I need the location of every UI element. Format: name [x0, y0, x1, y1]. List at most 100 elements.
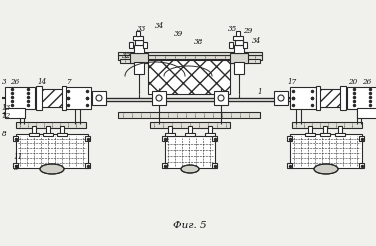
Bar [65, 87, 91, 109]
Bar [129, 42, 133, 48]
Bar [5, 108, 25, 118]
Bar [148, 60, 230, 94]
Bar [118, 112, 260, 118]
Text: 1: 1 [258, 88, 262, 96]
Bar [205, 133, 215, 136]
Bar [135, 40, 143, 45]
Bar [13, 163, 18, 168]
Bar [316, 86, 320, 110]
Bar [118, 55, 262, 60]
Bar [287, 163, 292, 168]
Bar [168, 126, 172, 134]
Text: Фиг. 5: Фиг. 5 [173, 221, 207, 230]
Text: 38: 38 [194, 38, 203, 46]
Bar [162, 163, 167, 168]
Bar [338, 126, 342, 134]
Bar [359, 163, 364, 168]
Bar [359, 136, 364, 141]
Ellipse shape [314, 164, 338, 174]
Bar [305, 133, 315, 136]
Bar [57, 133, 67, 136]
Bar [62, 86, 66, 110]
Bar [92, 91, 106, 105]
Bar [120, 59, 260, 63]
Bar [233, 36, 243, 40]
Bar [234, 45, 244, 53]
Bar [229, 42, 233, 48]
Bar [134, 62, 144, 74]
Bar [5, 87, 35, 109]
Bar [133, 36, 143, 40]
Text: 32: 32 [122, 52, 131, 60]
Bar [274, 91, 288, 105]
Bar [323, 126, 327, 134]
Text: 39: 39 [174, 30, 183, 38]
Text: 12: 12 [1, 112, 10, 120]
Bar [13, 136, 18, 141]
Bar [85, 136, 90, 141]
Ellipse shape [40, 164, 64, 174]
Text: 29: 29 [243, 27, 252, 35]
Bar [287, 136, 292, 141]
Bar [32, 126, 36, 134]
Text: 13: 13 [1, 104, 10, 112]
Ellipse shape [181, 165, 199, 173]
Bar [46, 126, 50, 134]
Bar [188, 126, 192, 134]
Bar [212, 136, 217, 141]
Bar [212, 163, 217, 168]
Bar [230, 53, 248, 63]
Text: 5: 5 [14, 164, 19, 172]
Bar [60, 126, 64, 134]
Bar [290, 87, 316, 109]
Ellipse shape [218, 95, 224, 101]
Bar [29, 133, 39, 136]
Bar [235, 40, 243, 45]
Ellipse shape [96, 95, 102, 101]
Bar [236, 31, 240, 36]
Bar [340, 86, 346, 110]
Bar [36, 86, 42, 110]
Text: 20: 20 [348, 78, 357, 86]
Bar [165, 133, 175, 136]
Bar [150, 122, 230, 128]
Bar [152, 91, 166, 105]
Bar [134, 45, 144, 53]
Bar [143, 42, 147, 48]
Bar [16, 134, 88, 168]
Text: 3: 3 [2, 78, 7, 86]
Bar [292, 122, 362, 128]
Bar [214, 91, 228, 105]
Bar [130, 53, 148, 63]
Bar [85, 163, 90, 168]
Text: 26: 26 [10, 78, 19, 86]
Text: 8: 8 [2, 130, 7, 138]
Text: 34: 34 [252, 37, 261, 45]
Text: 17: 17 [288, 78, 297, 86]
Bar [320, 133, 330, 136]
Bar [43, 133, 53, 136]
Bar [347, 87, 376, 109]
Bar [357, 108, 376, 118]
Bar [308, 126, 312, 134]
Bar [185, 133, 195, 136]
Text: 34: 34 [155, 22, 164, 30]
Bar [136, 31, 140, 36]
Bar [234, 62, 244, 74]
Bar [165, 136, 215, 168]
Ellipse shape [156, 95, 162, 101]
Text: 35: 35 [228, 25, 237, 33]
Text: 33: 33 [137, 25, 146, 33]
Text: 14: 14 [37, 78, 46, 86]
Bar [290, 134, 362, 168]
Bar [40, 89, 64, 107]
Bar [162, 136, 167, 141]
Text: 11: 11 [13, 153, 22, 161]
Bar [335, 133, 345, 136]
Bar [208, 126, 212, 134]
Bar [16, 122, 86, 128]
Ellipse shape [278, 95, 284, 101]
Bar [318, 89, 342, 107]
Bar [118, 52, 262, 55]
Bar [243, 42, 247, 48]
